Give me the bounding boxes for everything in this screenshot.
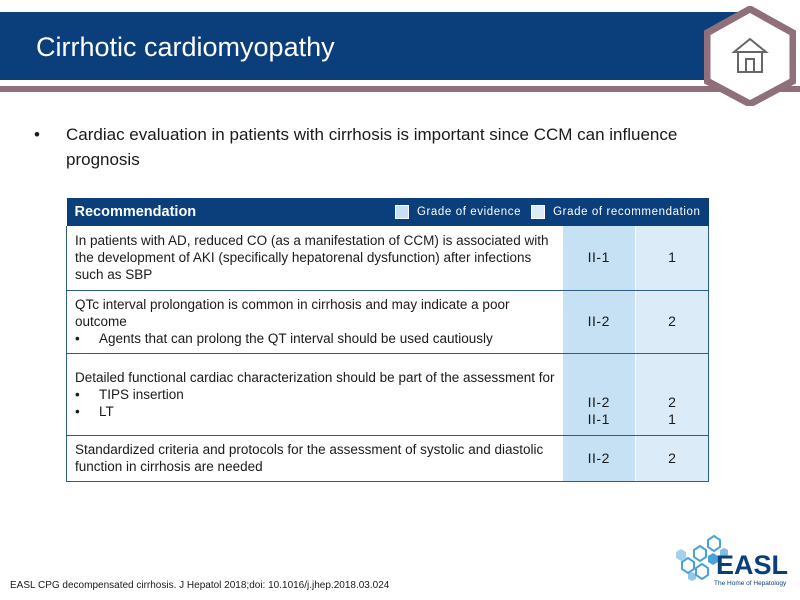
sub-bullet: • LT [75,403,555,420]
legend-recommendation: Grade of recommendation [531,204,700,221]
recommendation-text: Detailed functional cardiac characteriza… [66,353,563,436]
recommendation-grade: 1 [634,226,710,291]
evidence-grade: II-2 [562,290,636,354]
row-text: Standardized criteria and protocols for … [75,442,544,474]
recommendation-table: Recommendation Grade of evidence Grade o… [66,198,710,482]
table-row: Standardized criteria and protocols for … [66,435,710,482]
recommendation-grade-lt: 1 [668,411,676,427]
legend-evidence-label: Grade of evidence [416,205,522,218]
legend-evidence: Grade of evidence [394,204,522,221]
table-row: QTc interval prolongation is common in c… [66,290,710,354]
table-row: In patients with AD, reduced CO (as a ma… [66,226,710,291]
recommendation-grade: 2 1 [634,353,710,436]
recommendation-grade-tips: 2 [668,394,676,410]
recommendation-header: Recommendation [74,203,197,220]
evidence-swatch [394,205,409,219]
logo-name: EASL [716,550,788,580]
sub-bullet: • Agents that can prolong the QT interva… [75,330,555,347]
sub-bullet-text: Agents that can prolong the QT interval … [99,331,493,346]
slide-title: Cirrhotic cardiomyopathy [36,32,335,62]
sub-bullet: • TIPS insertion [75,386,555,403]
footer-citation: EASL CPG decompensated cirrhosis. J Hepa… [10,580,390,591]
table-header-row: Recommendation Grade of evidence Grade o… [66,198,709,226]
evidence-grade-tips: II-2 [587,394,610,410]
sub-bullet-marker: • [75,403,80,419]
evidence-grade: II-1 [562,226,636,291]
recommendation-text: Standardized criteria and protocols for … [66,435,563,482]
header-stripe [0,86,800,92]
sub-bullet-text: TIPS insertion [99,386,184,402]
row-text: QTc interval prolongation is common in c… [75,297,510,329]
intro-bullet: • Cardiac evaluation in patients with ci… [34,122,714,172]
bullet-marker: • [34,125,40,144]
sub-bullet-marker: • [75,331,80,346]
table-header: Recommendation Grade of evidence Grade o… [66,198,709,226]
recommendation-grade: 2 [634,290,710,354]
easl-logo[interactable]: EASL The Home of Hepatology [672,528,792,588]
sub-bullet-text: LT [99,403,114,419]
row-text: Detailed functional cardiac characteriza… [75,369,555,385]
evidence-grade: II-2 [562,435,636,482]
table-row: Detailed functional cardiac characteriza… [66,353,710,436]
recommendation-grade: 2 [634,435,710,482]
header-bar [0,12,742,80]
intro-bullet-text: Cardiac evaluation in patients with cirr… [66,125,678,169]
legend-recommendation-label: Grade of recommendation [553,205,701,218]
recommendation-text: QTc interval prolongation is common in c… [66,290,563,354]
recommendation-swatch [531,205,546,219]
sub-bullet-marker: • [75,386,80,402]
home-icon[interactable] [704,6,796,106]
logo-tagline: The Home of Hepatology [714,580,787,587]
row-text: In patients with AD, reduced CO (as a ma… [75,233,549,283]
evidence-grade: II-2 II-1 [562,353,636,436]
evidence-grade-lt: II-1 [587,411,610,427]
recommendation-text: In patients with AD, reduced CO (as a ma… [66,226,563,291]
